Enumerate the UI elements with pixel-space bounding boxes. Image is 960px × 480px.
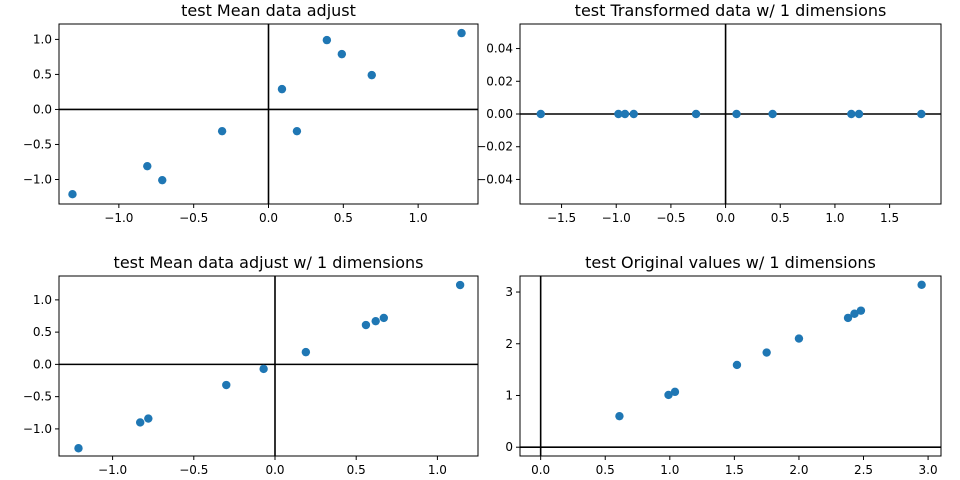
- data-point: [322, 35, 332, 45]
- data-point: [371, 316, 380, 326]
- x-tick-label: 0.0: [531, 463, 550, 477]
- data-point: [854, 109, 864, 119]
- y-tick-label: −0.04: [476, 172, 513, 186]
- y-tick-label: 1.0: [33, 293, 52, 307]
- subplot-grid: test Mean data adjust −1.0 −0.5 0.0 0.5 1.0 −1…: [23, 1, 942, 477]
- chart-panel-1: test Mean data adjust −1.0 −0.5 0.0 0.5 1.0 −1…: [23, 1, 479, 225]
- data-point: [379, 313, 389, 323]
- y-tick-label: −1.0: [23, 172, 52, 186]
- y-tick-label: 0.02: [486, 74, 513, 88]
- x-tick-label: 0.5: [771, 211, 790, 225]
- chart-title: test Mean data adjust: [181, 1, 356, 20]
- y-tick-label: 3: [505, 285, 513, 299]
- data-point: [843, 313, 853, 323]
- x-tick-label: 1.0: [409, 211, 428, 225]
- data-point: [794, 334, 804, 343]
- data-point: [74, 444, 83, 453]
- x-tick-label: 1.5: [880, 211, 899, 225]
- data-point: [301, 347, 311, 357]
- x-tick-label: 1.0: [660, 463, 679, 477]
- data-point: [337, 49, 347, 59]
- x-tick-label: 1.5: [725, 463, 744, 477]
- y-tick-label: 0.04: [486, 42, 513, 56]
- y-tick-label: 1: [505, 388, 513, 402]
- data-point: [732, 109, 741, 119]
- data-point: [847, 109, 856, 119]
- x-tick-label: −0.5: [179, 211, 208, 225]
- x-tick-label: 0.5: [347, 463, 366, 477]
- x-tick-label: 0.0: [265, 463, 284, 477]
- data-point: [277, 84, 287, 94]
- x-tick-label: 0.0: [259, 211, 278, 225]
- x-tick-label: 1.0: [825, 211, 844, 225]
- data-point: [217, 126, 227, 136]
- x-tick-label: −0.5: [656, 211, 685, 225]
- y-tick-label: 0.0: [33, 357, 52, 371]
- data-point: [664, 390, 673, 400]
- x-tick-label: 0.5: [596, 463, 615, 477]
- data-point: [158, 175, 167, 185]
- x-tick-label: −1.0: [602, 211, 631, 225]
- data-point: [455, 280, 465, 290]
- axes-frame: [519, 275, 942, 457]
- x-tick-label: 0.0: [716, 211, 735, 225]
- data-point: [856, 306, 866, 315]
- data-point: [850, 309, 859, 318]
- data-point: [917, 109, 926, 119]
- chart-title: test Original values w/ 1 dimensions: [585, 253, 876, 272]
- x-tick-label: −1.0: [98, 463, 127, 477]
- data-point: [367, 70, 376, 80]
- chart-title: test Transformed data w/ 1 dimensions: [575, 1, 887, 20]
- y-tick-label: 0.00: [486, 107, 513, 121]
- y-tick-label: −1.0: [23, 422, 52, 436]
- data-point: [143, 161, 152, 171]
- data-point: [292, 126, 302, 136]
- data-point: [762, 348, 771, 357]
- y-tick-label: 0.5: [33, 67, 52, 81]
- x-tick-label: 0.5: [334, 211, 353, 225]
- data-point: [691, 109, 701, 119]
- y-tick-label: 0.0: [33, 102, 52, 116]
- data-point: [144, 414, 153, 423]
- x-tick-label: 1.0: [428, 463, 447, 477]
- data-point: [670, 387, 680, 397]
- data-point: [136, 418, 145, 427]
- data-point: [629, 109, 638, 119]
- data-point: [732, 360, 742, 370]
- data-point: [536, 109, 545, 119]
- chart-title: test Mean data adjust w/ 1 dimensions: [114, 253, 424, 272]
- x-tick-label: 3.0: [919, 463, 938, 477]
- data-point: [615, 411, 624, 421]
- data-point: [361, 320, 371, 330]
- x-tick-label: −1.5: [547, 211, 576, 225]
- data-point: [917, 280, 926, 289]
- data-point: [457, 28, 466, 38]
- data-point: [614, 109, 623, 119]
- x-tick-label: −0.5: [179, 463, 208, 477]
- x-tick-label: 2.0: [789, 463, 808, 477]
- data-point: [68, 189, 77, 199]
- y-tick-label: 0: [505, 440, 513, 454]
- data-point: [620, 109, 630, 119]
- axes-frame: [58, 275, 479, 457]
- data-point: [259, 364, 268, 374]
- chart-panel-3: test Mean data adjust w/ 1 dimensions −1.…: [23, 253, 479, 477]
- chart-panel-2: test Transformed data w/ 1 dimensions −1.…: [476, 1, 942, 225]
- x-tick-label: 2.5: [854, 463, 873, 477]
- y-tick-label: −0.02: [476, 140, 513, 154]
- y-tick-label: −0.5: [23, 137, 52, 151]
- y-tick-label: 1.0: [33, 32, 52, 46]
- data-point: [768, 109, 777, 119]
- y-tick-label: 2: [505, 337, 513, 351]
- y-tick-label: 0.5: [33, 325, 52, 339]
- y-tick-label: −0.5: [23, 390, 52, 404]
- data-point: [222, 380, 231, 390]
- x-tick-label: −1.0: [104, 211, 133, 225]
- chart-panel-4: test Original values w/ 1 dimensions 0.0 0…: [505, 253, 942, 477]
